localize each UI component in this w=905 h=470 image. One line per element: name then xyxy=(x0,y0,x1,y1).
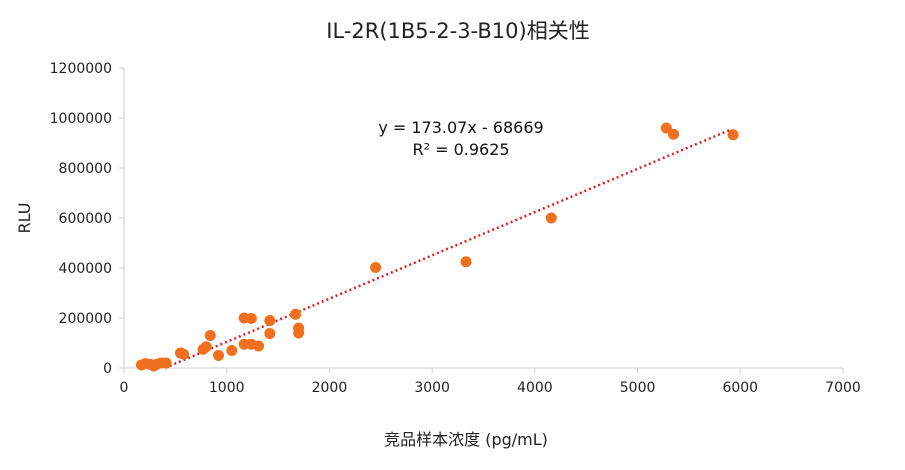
trendline xyxy=(164,128,731,370)
x-axis-label: 竞品样本浓度 (pg/mL) xyxy=(384,430,548,449)
chart-title: IL-2R(1B5-2-3-B10)相关性 xyxy=(326,19,589,43)
data-point xyxy=(264,328,276,339)
y-tick-label: 400000 xyxy=(59,261,112,277)
trendline-equation: y = 173.07x - 68669 xyxy=(378,118,543,137)
data-point xyxy=(727,129,739,141)
y-tick-label: 0 xyxy=(103,361,112,377)
x-tick-label: 5000 xyxy=(620,380,656,396)
x-tick-label: 6000 xyxy=(722,380,758,396)
y-tick-label: 1200000 xyxy=(50,61,112,77)
y-tick-label: 600000 xyxy=(59,211,112,227)
data-point xyxy=(178,348,190,360)
x-tick-label: 0 xyxy=(120,380,129,396)
data-point xyxy=(200,341,212,353)
data-point xyxy=(204,330,216,341)
y-tick-label: 800000 xyxy=(59,161,112,177)
x-tick-label: 7000 xyxy=(825,380,861,396)
data-point xyxy=(253,340,265,352)
x-tick-label: 3000 xyxy=(414,380,450,396)
data-point xyxy=(264,315,276,326)
data-point xyxy=(212,350,224,361)
trendline-r2: R² = 0.9625 xyxy=(412,140,509,159)
data-point xyxy=(660,122,672,134)
x-tick-label: 2000 xyxy=(312,380,348,396)
x-ticks: 0 1000 2000 3000 4000 5000 6000 7000 xyxy=(120,368,861,396)
data-point xyxy=(545,212,557,224)
y-tick-label: 1000000 xyxy=(50,111,112,127)
data-point xyxy=(245,313,257,324)
y-axis-label: RLU xyxy=(15,203,34,234)
data-point xyxy=(460,256,472,268)
y-ticks: 0 200000 400000 600000 800000 1000000 1200000 xyxy=(50,61,124,377)
data-point xyxy=(290,308,302,320)
x-tick-label: 4000 xyxy=(517,380,553,396)
data-point xyxy=(226,345,238,356)
data-point xyxy=(160,357,172,369)
data-point xyxy=(668,128,680,140)
x-tick-label: 1000 xyxy=(209,380,245,396)
data-point xyxy=(370,262,382,273)
data-point xyxy=(293,327,305,339)
data-points xyxy=(135,122,739,372)
y-tick-label: 200000 xyxy=(59,311,112,327)
